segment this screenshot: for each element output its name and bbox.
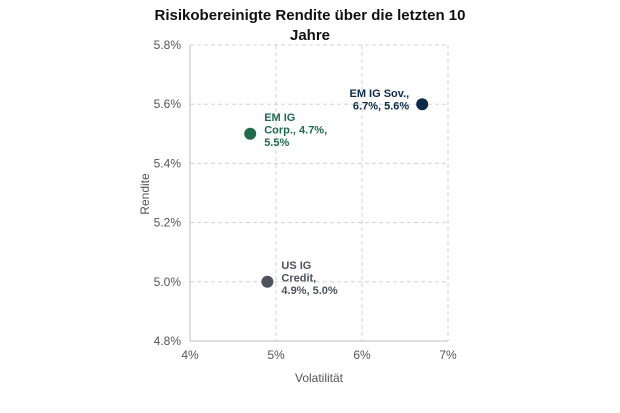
point-label-line: Credit,	[281, 272, 316, 284]
tick-labels: 4.8% 5.0% 5.2% 5.4% 5.6% 5.8% 4% 5% 6% 7%	[154, 38, 457, 362]
scatter-point	[416, 98, 429, 111]
point-label-line: 5.5%	[264, 137, 289, 149]
axes	[189, 45, 448, 342]
x-axis-title: Volatilität	[295, 371, 344, 385]
y-tick-label: 5.4%	[154, 156, 182, 170]
point-label-line: 6.7%, 5.6%	[353, 100, 409, 112]
point-label-line: 4.9%, 5.0%	[281, 285, 337, 297]
point-label-line: EM IG Sov.,	[349, 88, 409, 100]
y-tick-label: 5.0%	[154, 275, 182, 289]
point-label: US IG Credit, 4.9%, 5.0%	[281, 260, 337, 297]
x-tick-label: 4%	[181, 348, 199, 362]
y-tick-label: 5.8%	[154, 38, 182, 52]
x-tick-label: 5%	[267, 348, 285, 362]
data-points: EM IG Corp., 4.7%, 5.5% EM IG Sov., 6.7%, 5.…	[244, 88, 429, 297]
y-tick-label: 5.6%	[154, 97, 182, 111]
chart-title-line-2: Jahre	[290, 27, 330, 44]
point-label: EM IG Sov., 6.7%, 5.6%	[349, 88, 409, 113]
chart-title: Risikobereinigte Rendite über die letzte…	[155, 7, 466, 44]
point-label-line: Corp., 4.7%,	[264, 124, 327, 136]
grid-lines	[190, 44, 449, 341]
y-axis-title: Rendite	[138, 173, 152, 215]
x-tick-label: 6%	[353, 348, 371, 362]
scatter-point	[261, 275, 274, 288]
x-tick-label: 7%	[439, 348, 457, 362]
point-label-line: US IG	[281, 260, 311, 272]
point-label-line: EM IG	[264, 112, 295, 124]
scatter-point	[244, 127, 257, 140]
y-tick-label: 4.8%	[154, 334, 182, 348]
point-label: EM IG Corp., 4.7%, 5.5%	[264, 112, 327, 149]
y-tick-label: 5.2%	[154, 216, 182, 230]
chart-title-line-1: Risikobereinigte Rendite über die letzte…	[155, 7, 466, 24]
